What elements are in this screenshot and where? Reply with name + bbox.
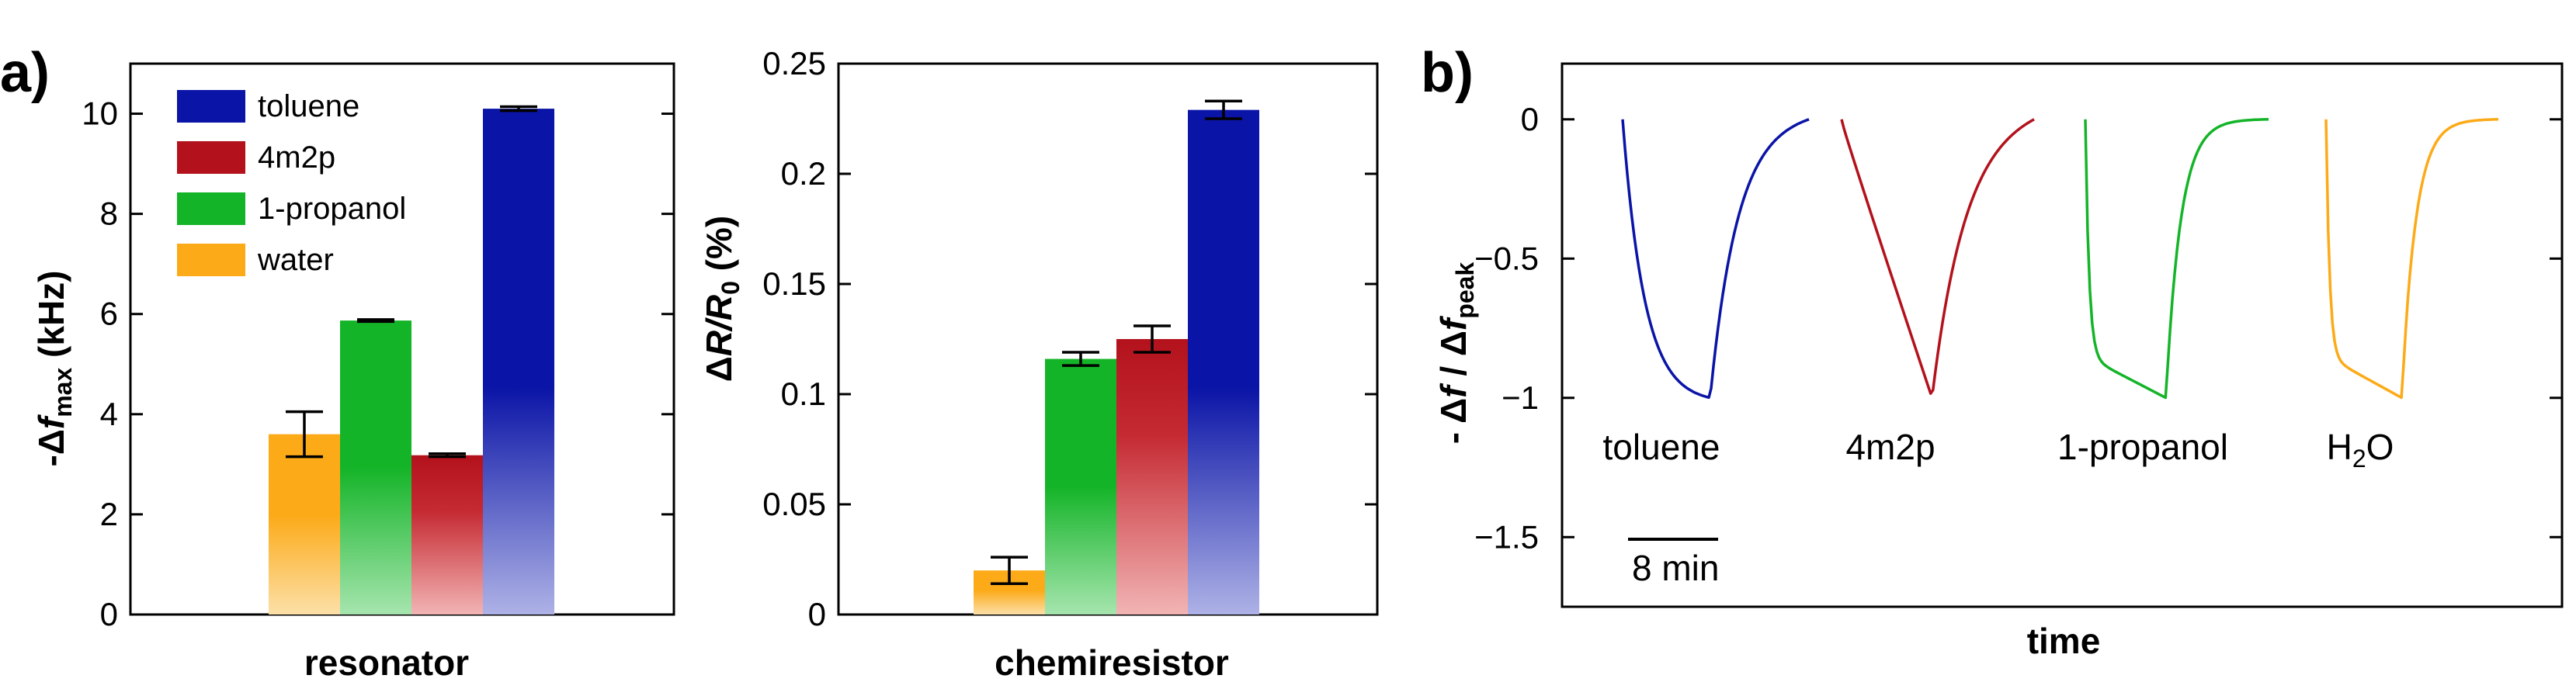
legend-swatch-1-propanol <box>177 192 245 225</box>
chemiresistor-errorbar-1-propanol <box>1062 351 1099 367</box>
transient-chart: b) - Δf / Δfpeak 0−0.5−1−1.5 toluene 4m2… <box>1421 42 2564 661</box>
resonator-bar-water <box>269 434 340 615</box>
resonator-errorbar-water <box>286 410 323 459</box>
curve-label-4m2p: 4m2p <box>1845 427 1935 467</box>
resonator-bars <box>269 105 554 615</box>
chemiresistor-y-tick-label: 0.05 <box>762 486 826 522</box>
chemiresistor-y-sub: 0 <box>717 281 745 295</box>
water-label-sub: 2 <box>2352 445 2366 473</box>
curve-water <box>2324 118 2499 400</box>
resonator-errorbar-1-propanol <box>357 318 394 324</box>
resonator-errorbar-toluene <box>500 105 537 113</box>
chemiresistor-bar-1-propanol <box>1045 358 1116 615</box>
legend-swatch-4m2p <box>177 141 245 174</box>
chemiresistor-bar-toluene <box>1188 109 1259 615</box>
panel-label-a: a) <box>0 42 50 104</box>
resonator-y-suffix: (kHz) <box>31 271 71 368</box>
resonator-y-var: f <box>31 414 71 429</box>
resonator-bar-toluene <box>483 109 554 615</box>
resonator-bar-4m2p <box>411 455 483 615</box>
resonator-errorbar-4m2p <box>429 452 466 459</box>
legend-label-water: water <box>257 243 334 277</box>
resonator-y-tick-label: 4 <box>100 396 118 432</box>
transient-y-mid: / Δ <box>1433 331 1474 386</box>
chemiresistor-x-axis-title: chemiresistor <box>995 642 1229 683</box>
transient-x-axis-title: time <box>2027 621 2101 661</box>
transient-y-var2: f <box>1433 315 1474 331</box>
curve-4m2p <box>1840 118 2035 395</box>
chemiresistor-errorbar-water <box>991 556 1028 585</box>
legend-label-4m2p: 4m2p <box>258 140 335 175</box>
chemiresistor-chart: ΔR/R0 (%) 00.050.10.150.20.25 chemiresis… <box>699 45 1379 683</box>
chemiresistor-y-prefix: Δ <box>699 356 739 382</box>
panel-label-b: b) <box>1421 42 1474 104</box>
transient-y-tick-label: 0 <box>1521 101 1539 137</box>
chemiresistor-bars <box>974 99 1259 615</box>
resonator-legend: toluene 4m2p 1-propanol water <box>177 89 406 277</box>
curve-toluene <box>1621 118 1810 400</box>
chemiresistor-y-var2: R <box>699 295 739 320</box>
legend-label-toluene: toluene <box>258 89 359 123</box>
svg-text:ΔR/R0 (%): ΔR/R0 (%) <box>699 216 745 382</box>
chemiresistor-y-tick-label: 0.15 <box>762 265 826 302</box>
resonator-chart: a) -Δfmax (kHz) 0 2 4 6 8 10 toluene 4m2p 1-pro… <box>0 42 675 683</box>
chemiresistor-y-suffix: (%) <box>699 216 739 281</box>
transient-axes: 0 −0.5 −1 −1.5 <box>1474 62 2564 608</box>
curve-label-1-propanol: 1-propanol <box>2057 427 2228 467</box>
transient-curves <box>1621 118 2499 400</box>
chemiresistor-bar-4m2p <box>1116 339 1188 615</box>
chemiresistor-errorbar-4m2p <box>1134 324 1171 354</box>
transient-y-sub: peak <box>1451 262 1479 319</box>
transient-curve-labels: toluene 4m2p 1-propanol H2O <box>1603 427 2394 473</box>
chemiresistor-errorbar-toluene <box>1205 99 1242 120</box>
transient-y-tick-label: −1 <box>1502 379 1539 416</box>
water-label-h: H <box>2327 427 2352 467</box>
transient-y-prefix: - Δ <box>1433 398 1474 444</box>
svg-text:- Δf / Δfpeak: - Δf / Δfpeak <box>1433 262 1479 445</box>
resonator-bar-1-propanol <box>340 320 411 615</box>
chemiresistor-y-tick-label: 0.25 <box>762 45 826 81</box>
chemiresistor-y-tick-label: 0.1 <box>781 376 826 412</box>
resonator-y-prefix: -Δ <box>31 429 71 466</box>
chemiresistor-y-tick-label: 0 <box>808 596 826 632</box>
resonator-y-tick-label: 0 <box>100 596 118 632</box>
water-label-o: O <box>2366 427 2394 467</box>
resonator-axes: 0 2 4 6 8 10 <box>82 62 675 632</box>
chemiresistor-y-slash: / <box>699 317 739 332</box>
chemiresistor-y-axis-title: ΔR/R0 (%) <box>699 216 745 382</box>
legend-swatch-water <box>177 244 245 276</box>
resonator-y-tick-label: 6 <box>100 296 118 332</box>
legend-swatch-toluene <box>177 90 245 123</box>
legend-label-1-propanol: 1-propanol <box>258 192 406 226</box>
resonator-x-axis-title: resonator <box>304 642 469 683</box>
resonator-y-axis-title: -Δfmax (kHz) <box>31 271 77 467</box>
curve-label-water: H2O <box>2327 427 2394 473</box>
resonator-y-tick-label: 2 <box>100 496 118 532</box>
transient-y-tick-label: −1.5 <box>1474 518 1539 555</box>
curve-1-propanol <box>2084 118 2269 400</box>
svg-text:-Δfmax (kHz): -Δfmax (kHz) <box>31 271 77 467</box>
chemiresistor-y-var: R <box>699 331 739 356</box>
transient-y-axis-title: - Δf / Δfpeak <box>1433 262 1479 445</box>
transient-plot-frame <box>1561 62 2564 608</box>
resonator-y-tick-label: 10 <box>82 95 118 132</box>
scale-bar-label: 8 min <box>1632 548 1719 588</box>
transient-y-var: f <box>1433 383 1474 398</box>
resonator-y-sub: max <box>49 368 77 417</box>
chemiresistor-y-tick-label: 0.2 <box>781 155 826 192</box>
chemiresistor-axes: 0 0.05 0.1 0.15 0.2 0.25 <box>762 45 1379 632</box>
transient-y-tick-label: −0.5 <box>1474 240 1539 276</box>
curve-label-toluene: toluene <box>1603 427 1720 467</box>
resonator-y-tick-label: 8 <box>100 196 118 232</box>
